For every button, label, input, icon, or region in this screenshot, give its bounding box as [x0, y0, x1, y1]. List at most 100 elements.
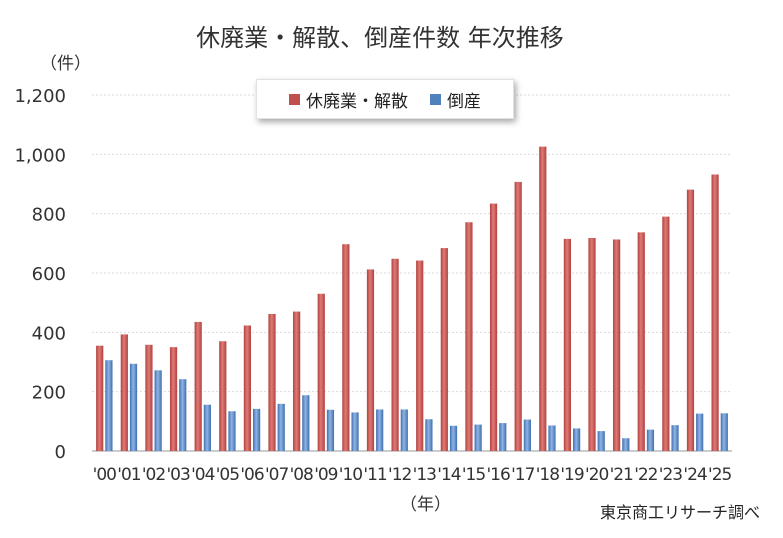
- bar-bankruptcy: [425, 419, 433, 451]
- bar-bankruptcy: [696, 413, 704, 451]
- x-tick-label: '07: [265, 465, 288, 485]
- x-tick-label: '17: [511, 465, 534, 485]
- bar-bankruptcy: [671, 425, 679, 451]
- x-tick-label: '01: [117, 465, 140, 485]
- source-note: 東京商工リサーチ調べ: [600, 503, 760, 522]
- bar-bankruptcy: [326, 409, 335, 451]
- x-tick-label: '11: [363, 465, 386, 485]
- y-axis-unit-label: （件）: [40, 54, 91, 74]
- bar-bankruptcy: [499, 423, 507, 451]
- x-tick-label: '13: [413, 465, 436, 485]
- bar-bankruptcy: [573, 428, 581, 451]
- x-tick-label: '21: [610, 465, 633, 485]
- y-tick-label: 0: [55, 442, 66, 463]
- x-tick-label: '09: [314, 465, 337, 485]
- bar-bankruptcy: [622, 438, 630, 451]
- bar-closure: [391, 258, 399, 451]
- legend-swatch-closure: [289, 93, 300, 105]
- bar-closure: [514, 181, 522, 451]
- x-tick-label: '06: [240, 465, 263, 485]
- bar-closure: [465, 222, 473, 451]
- x-tick-label: '10: [339, 465, 362, 485]
- x-tick-label: '23: [659, 465, 682, 485]
- x-tick-label: '12: [388, 465, 411, 485]
- x-tick-label: '00: [93, 465, 116, 485]
- bar-closure: [637, 232, 645, 451]
- x-tick-label: '08: [290, 465, 313, 485]
- y-tick-label: 200: [32, 383, 66, 404]
- bar-closure: [563, 238, 571, 451]
- bar-closure: [243, 325, 251, 451]
- x-tick-label: '19: [560, 465, 583, 485]
- bar-closure: [588, 237, 596, 451]
- bar-bankruptcy: [646, 429, 655, 451]
- tick-layer: 02004006008001,0001,200'00'01'02'03'04'0…: [14, 86, 732, 485]
- bar-closure: [268, 313, 276, 451]
- bar-bankruptcy: [277, 403, 285, 451]
- bar-bankruptcy: [105, 360, 113, 451]
- legend-label-bankruptcy: 倒産: [447, 91, 481, 112]
- y-tick-label: 800: [32, 205, 66, 226]
- legend-item-closure: 休廃業・解散: [289, 87, 408, 112]
- legend-swatch-bankruptcy: [430, 93, 441, 105]
- bar-closure: [342, 244, 350, 451]
- bar-closure: [711, 174, 719, 452]
- bar-bankruptcy: [253, 408, 261, 451]
- bar-bankruptcy: [179, 379, 187, 451]
- grid-layer: [92, 94, 732, 452]
- x-tick-label: '05: [216, 465, 239, 485]
- bar-closure: [366, 269, 375, 451]
- x-tick-label: '02: [142, 465, 165, 485]
- legend: 休廃業・解散 倒産: [256, 79, 514, 119]
- y-tick-label: 400: [32, 323, 66, 344]
- legend-label-closure: 休廃業・解散: [306, 91, 408, 112]
- y-tick-label: 1,200: [14, 86, 66, 107]
- bar-layer: [96, 146, 728, 452]
- bar-closure: [539, 146, 547, 451]
- x-tick-label: '14: [437, 465, 460, 485]
- bar-closure: [194, 321, 202, 451]
- bar-closure: [145, 344, 153, 451]
- bar-bankruptcy: [474, 424, 482, 451]
- bar-bankruptcy: [203, 404, 211, 451]
- bar-bankruptcy: [154, 370, 162, 451]
- bar-bankruptcy: [523, 419, 531, 451]
- bar-closure: [416, 260, 424, 451]
- bar-bankruptcy: [228, 411, 236, 451]
- x-axis-unit-label: （年）: [400, 495, 451, 515]
- bar-closure: [120, 334, 128, 451]
- bar-bankruptcy: [597, 431, 605, 451]
- x-tick-label: '24: [683, 465, 706, 485]
- bar-bankruptcy: [548, 425, 556, 451]
- x-tick-label: '20: [585, 465, 608, 485]
- bar-bankruptcy: [351, 412, 359, 451]
- legend-item-bankruptcy: 倒産: [430, 87, 481, 112]
- chart-title: 休廃業・解散、倒産件数 年次推移: [196, 24, 564, 52]
- y-tick-label: 600: [32, 264, 66, 285]
- bar-closure: [96, 345, 104, 451]
- bar-closure: [613, 239, 621, 451]
- x-tick-label: '25: [708, 465, 731, 485]
- bar-bankruptcy: [720, 413, 728, 451]
- x-tick-label: '04: [191, 465, 214, 485]
- bar-closure: [489, 203, 498, 451]
- bar-closure: [662, 216, 670, 451]
- bar-bankruptcy: [302, 395, 310, 451]
- bar-closure: [317, 293, 325, 451]
- bar-closure: [293, 311, 301, 451]
- x-tick-label: '18: [536, 465, 559, 485]
- bar-closure: [219, 341, 227, 451]
- bar-closure: [686, 189, 695, 452]
- bar-bankruptcy: [449, 425, 458, 451]
- bar-bankruptcy: [129, 363, 138, 451]
- x-tick-label: '15: [462, 465, 485, 485]
- bar-bankruptcy: [376, 409, 384, 451]
- x-tick-label: '22: [634, 465, 657, 485]
- bar-closure: [169, 347, 178, 451]
- x-tick-label: '03: [166, 465, 189, 485]
- bar-closure: [440, 248, 448, 451]
- x-tick-label: '16: [486, 465, 509, 485]
- bar-bankruptcy: [400, 409, 408, 451]
- y-tick-label: 1,000: [14, 145, 66, 166]
